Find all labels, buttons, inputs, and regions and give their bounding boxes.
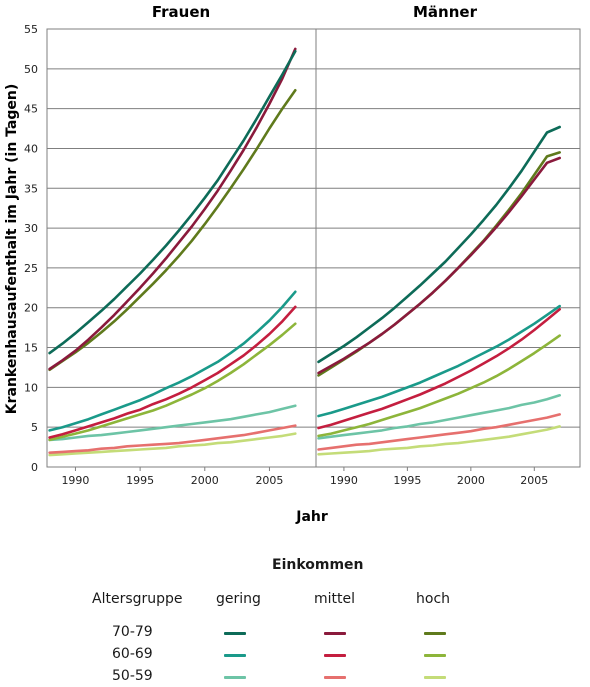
series-line-0-60-69-gering: [48, 290, 297, 432]
series-line-1-60-69-mittel: [317, 307, 562, 430]
panel-frames: [46, 28, 581, 468]
x-tick-label-0-1995: 1995: [126, 474, 154, 487]
y-tick-label-50: 50: [24, 63, 38, 76]
legend-col-gering: gering: [216, 591, 261, 607]
series-line-0-50-59-mittel: [48, 424, 297, 455]
legend-swatch-60-69-hoch: [424, 654, 446, 657]
series-line-1-60-69-hoch: [317, 334, 562, 438]
x-tick-label-0-2005: 2005: [255, 474, 283, 487]
legend-row-70-79: 70-79: [112, 624, 153, 640]
series-lines: [48, 47, 562, 457]
y-tick-label-20: 20: [24, 302, 38, 315]
grid-layer: [47, 28, 580, 428]
series-line-0-50-59-gering: [48, 404, 297, 442]
series-line-0-50-59-hoch: [48, 432, 297, 457]
panel-title-maenner: Männer: [413, 3, 478, 21]
series-line-1-50-59-mittel: [317, 413, 562, 451]
panel-frame-1: [315, 28, 581, 468]
y-tick-label-5: 5: [31, 421, 38, 434]
series-line-0-70-79-hoch: [48, 89, 297, 372]
x-tick-label-1-2005: 2005: [520, 474, 548, 487]
legend-swatch-60-69-gering: [224, 654, 246, 657]
series-line-1-70-79-hoch: [317, 151, 562, 377]
series-line-0-70-79-mittel: [48, 47, 297, 371]
y-axis-label: Krankenhausaufenthalt im Jahr (in Tagen): [4, 84, 20, 415]
legend-row-header: Altersgruppe: [92, 591, 183, 607]
legend-row-60-69: 60-69: [112, 646, 153, 662]
legend-col-hoch: hoch: [416, 591, 451, 607]
series-line-0-60-69-mittel: [48, 305, 297, 439]
legend-swatch-70-79-hoch: [424, 632, 446, 635]
y-tick-label-30: 30: [24, 222, 38, 235]
legend-swatch-50-59-mittel: [324, 676, 346, 679]
legend-swatch-50-59-hoch: [424, 676, 446, 679]
series-line-1-50-59-hoch: [317, 425, 562, 456]
panel-title-frauen: Frauen: [152, 3, 210, 21]
y-tick-label-35: 35: [24, 182, 38, 195]
x-tick-label-1-1995: 1995: [393, 474, 421, 487]
y-tick-label-15: 15: [24, 342, 38, 355]
legend-swatch-50-59-gering: [224, 676, 246, 679]
legend-row-50-59: 50-59: [112, 668, 153, 684]
x-tick-label-1-1990: 1990: [330, 474, 358, 487]
y-tick-label-10: 10: [24, 381, 38, 394]
legend-title: Einkommen: [272, 557, 364, 573]
y-tick-label-45: 45: [24, 103, 38, 116]
series-line-1-50-59-gering: [317, 393, 562, 440]
x-tick-label-0-2000: 2000: [191, 474, 219, 487]
series-line-1-70-79-mittel: [317, 156, 562, 375]
y-tick-label-40: 40: [24, 142, 38, 155]
series-line-1-70-79-gering: [317, 125, 562, 364]
panel-frame-0: [46, 28, 317, 468]
y-tick-label-55: 55: [24, 23, 38, 36]
series-line-0-60-69-hoch: [48, 322, 297, 442]
x-tick-label-0-1990: 1990: [61, 474, 89, 487]
legend-col-mittel: mittel: [314, 591, 356, 607]
y-tick-label-25: 25: [24, 262, 38, 275]
x-tick-label-1-2000: 2000: [457, 474, 485, 487]
legend-swatch-60-69-mittel: [324, 654, 346, 657]
legend-swatch-70-79-mittel: [324, 632, 346, 635]
y-tick-label-0: 0: [31, 461, 38, 474]
tick-labels: 0 5 10 15 20 25 30 35 40 45 50 55 1990 1995 2000 2005 19…: [24, 23, 548, 487]
x-axis-label: Jahr: [295, 509, 328, 525]
series-line-1-60-69-gering: [317, 304, 562, 418]
series-line-0-70-79-gering: [48, 49, 297, 355]
legend-swatch-70-79-gering: [224, 632, 246, 635]
